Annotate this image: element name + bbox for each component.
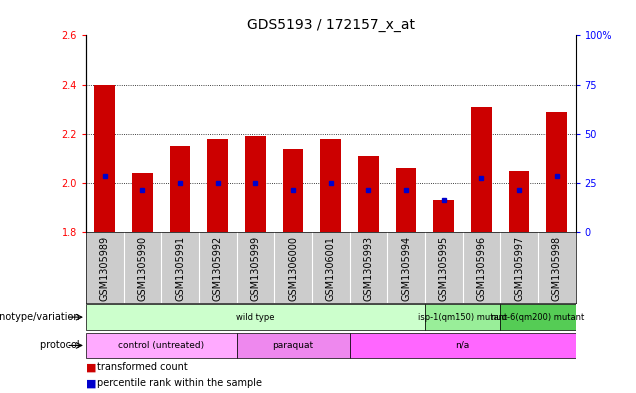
Bar <box>433 200 454 232</box>
Bar <box>245 136 266 232</box>
Text: GSM1305991: GSM1305991 <box>175 236 185 301</box>
Bar <box>132 173 153 232</box>
Bar <box>546 112 567 232</box>
Bar <box>358 156 379 232</box>
Bar <box>396 168 417 232</box>
Text: GSM1305989: GSM1305989 <box>100 236 109 301</box>
Bar <box>282 149 303 232</box>
Bar <box>350 333 576 358</box>
Bar <box>471 107 492 232</box>
Text: control (untreated): control (untreated) <box>118 341 204 350</box>
Text: GSM1305998: GSM1305998 <box>552 236 562 301</box>
Text: protocol: protocol <box>40 340 83 351</box>
Text: GSM1305994: GSM1305994 <box>401 236 411 301</box>
Bar <box>170 146 190 232</box>
Text: transformed count: transformed count <box>97 362 188 373</box>
Bar <box>207 139 228 232</box>
Text: GSM1306000: GSM1306000 <box>288 236 298 301</box>
Text: ■: ■ <box>86 362 100 373</box>
Text: nuo-6(qm200) mutant: nuo-6(qm200) mutant <box>491 313 584 321</box>
Bar <box>425 305 501 330</box>
Text: GSM1305990: GSM1305990 <box>137 236 148 301</box>
Text: paraquat: paraquat <box>272 341 314 350</box>
Bar <box>509 171 529 232</box>
Bar <box>237 333 350 358</box>
Text: GSM1305995: GSM1305995 <box>439 236 449 301</box>
Title: GDS5193 / 172157_x_at: GDS5193 / 172157_x_at <box>247 18 415 31</box>
Text: wild type: wild type <box>236 313 275 321</box>
Bar <box>94 84 115 232</box>
Bar <box>321 139 341 232</box>
Text: percentile rank within the sample: percentile rank within the sample <box>97 378 262 388</box>
Text: GSM1305997: GSM1305997 <box>514 236 524 301</box>
Text: GSM1305993: GSM1305993 <box>363 236 373 301</box>
Bar <box>501 305 576 330</box>
Text: ■: ■ <box>86 378 100 388</box>
Bar <box>86 333 237 358</box>
Text: isp-1(qm150) mutant: isp-1(qm150) mutant <box>418 313 507 321</box>
Bar <box>86 305 425 330</box>
Text: GSM1305992: GSM1305992 <box>212 236 223 301</box>
Text: GSM1306001: GSM1306001 <box>326 236 336 301</box>
Text: GSM1305996: GSM1305996 <box>476 236 487 301</box>
Text: genotype/variation: genotype/variation <box>0 312 83 322</box>
Text: n/a: n/a <box>455 341 470 350</box>
Text: GSM1305999: GSM1305999 <box>251 236 260 301</box>
